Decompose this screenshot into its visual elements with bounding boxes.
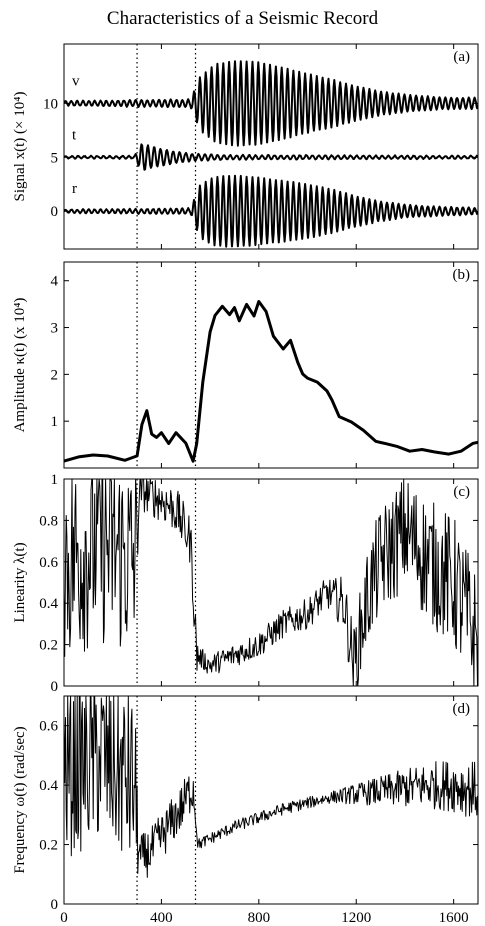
chart-title: Characteristics of a Seismic Record: [106, 8, 379, 29]
x-tick-label: 1600: [439, 910, 469, 926]
y-tick-label: 5: [51, 150, 59, 166]
plot-frame: [63, 261, 479, 469]
y-tick-label: 0: [51, 204, 59, 220]
y-tick-label: 0.2: [39, 838, 58, 854]
series-t: [64, 143, 478, 171]
y-axis-label: Linearity λ(t): [12, 542, 28, 622]
y-tick-label: 0.4: [39, 778, 58, 794]
panel-label: (d): [453, 701, 471, 717]
series-label-v: v: [72, 73, 80, 89]
y-axis-label: Amplitude κ(t) (x 10⁴): [12, 298, 28, 433]
x-tick-label: 1200: [341, 910, 371, 926]
panel-label: (b): [453, 267, 471, 283]
y-tick-label: 0.6: [39, 719, 58, 735]
x-tick-label: 400: [150, 910, 173, 926]
y-tick-label: 0: [51, 897, 59, 913]
series-v: [64, 60, 478, 147]
panel-label: (a): [453, 49, 470, 65]
y-axis-label: Signal x(t) (× 10⁴): [12, 92, 28, 202]
series-amplitude: [64, 300, 478, 463]
y-axis-label: Frequency ω(t) (rad/sec): [12, 726, 28, 873]
y-tick-label: 0: [51, 679, 59, 695]
panel-c: 0 0.2 0.4 0.6 0.8 1 (c) Linearity λ(t): [12, 472, 479, 695]
y-tick-label: 4: [51, 274, 59, 290]
panel-a: v t r0 5 10 (a) Signal x(t) (× 10⁴): [12, 43, 479, 250]
series-r: [64, 174, 478, 248]
plot-frame: [63, 43, 479, 250]
x-tick-label: 800: [248, 910, 271, 926]
plot-area: [64, 60, 478, 248]
series-linearity: [64, 479, 478, 686]
y-tick-label: 0.6: [39, 555, 58, 571]
x-tick-label: 0: [60, 910, 68, 926]
panel-d: 0 0.2 0.4 0.6 0 400 800 1200 1600 (d) Frequency ω(…: [12, 695, 479, 926]
series-label-t: t: [72, 127, 77, 143]
y-tick-label: 1: [51, 414, 59, 430]
panel-b: 1 2 3 4 (b) Amplitude κ(t) (x 10⁴): [12, 261, 479, 469]
y-tick-label: 1: [51, 472, 59, 488]
y-tick-label: 0.4: [39, 596, 58, 612]
plot-frame: [63, 478, 479, 687]
series-frequency: [64, 696, 478, 878]
y-tick-label: 0.8: [39, 513, 58, 529]
panel-label: (c): [453, 484, 470, 500]
plot-area: [64, 696, 478, 878]
y-tick-label: 3: [51, 321, 59, 337]
plot-frame: [63, 695, 479, 905]
plot-area: [64, 300, 478, 463]
y-tick-label: 10: [43, 96, 58, 112]
y-tick-label: 2: [51, 367, 59, 383]
series-label-r: r: [72, 181, 77, 197]
plot-area: [64, 479, 478, 686]
y-tick-label: 0.2: [39, 638, 58, 654]
